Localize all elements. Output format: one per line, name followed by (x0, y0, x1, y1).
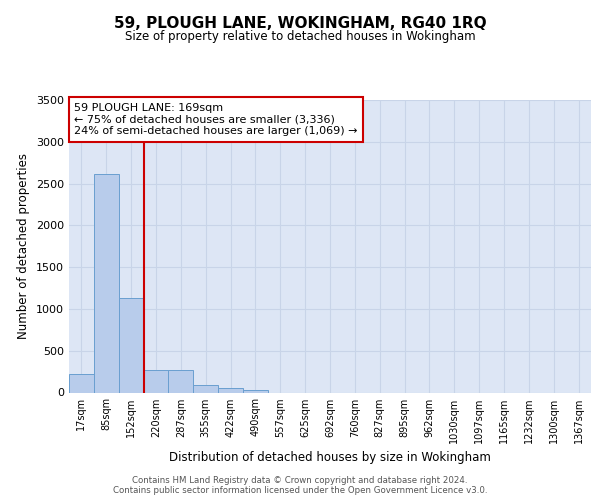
Text: 59, PLOUGH LANE, WOKINGHAM, RG40 1RQ: 59, PLOUGH LANE, WOKINGHAM, RG40 1RQ (113, 16, 487, 31)
Bar (69, 374, 94, 392)
Bar (193, 385, 218, 392)
Text: Contains HM Land Registry data © Crown copyright and database right 2024.
Contai: Contains HM Land Registry data © Crown c… (113, 476, 487, 495)
Bar (169, 370, 193, 392)
X-axis label: Distribution of detached houses by size in Wokingham: Distribution of detached houses by size … (169, 451, 491, 464)
Bar (119, 298, 143, 392)
Text: 59 PLOUGH LANE: 169sqm
← 75% of detached houses are smaller (3,336)
24% of semi-: 59 PLOUGH LANE: 169sqm ← 75% of detached… (74, 103, 358, 136)
Bar (218, 388, 243, 392)
Text: Size of property relative to detached houses in Wokingham: Size of property relative to detached ho… (125, 30, 475, 43)
Bar (243, 390, 268, 392)
Bar (143, 370, 169, 392)
Y-axis label: Number of detached properties: Number of detached properties (17, 153, 31, 340)
Bar (94, 174, 119, 392)
